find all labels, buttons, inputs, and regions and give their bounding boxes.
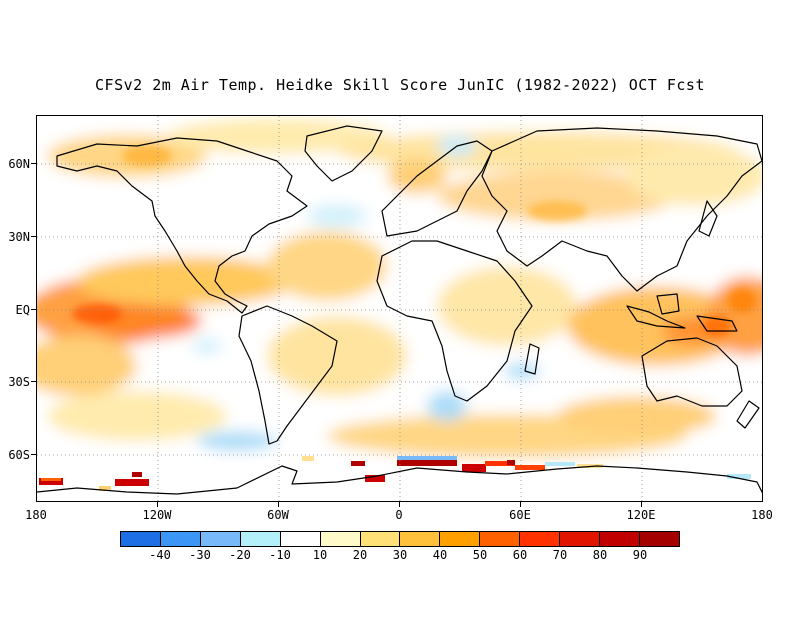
skill-field <box>37 116 762 501</box>
lat-tick <box>31 236 36 237</box>
south-america-coast <box>238 305 338 445</box>
coastlines <box>37 125 762 495</box>
colorbar-swatch <box>440 532 481 546</box>
colorbar-label: 50 <box>472 548 488 562</box>
colorbar-swatch <box>639 532 679 546</box>
colorbar-label: 70 <box>552 548 568 562</box>
lon-tick <box>157 502 158 507</box>
colorbar-swatch <box>480 532 521 546</box>
colorbar-label: -20 <box>229 548 251 562</box>
new-guinea-coast <box>696 315 738 332</box>
colorbar-label: 30 <box>392 548 408 562</box>
colorbar-label: -10 <box>269 548 291 562</box>
lon-label-60e: 60E <box>509 508 531 522</box>
lon-label-0: 0 <box>395 508 403 522</box>
colorbar-swatch <box>200 532 241 546</box>
lon-label-120w: 120W <box>142 508 172 522</box>
map-canvas <box>37 116 762 501</box>
lon-label-180w: 180 <box>25 508 47 522</box>
antarctica-coast <box>37 465 762 495</box>
colorbar-swatch <box>160 532 201 546</box>
colorbar-swatch <box>600 532 640 546</box>
skill-score-map <box>36 115 763 502</box>
colorbar-swatch <box>121 532 161 546</box>
lat-label-60s: 60S <box>8 448 30 462</box>
colorbar-label: -40 <box>149 548 171 562</box>
australia-coast <box>641 337 743 407</box>
africa-coast <box>376 240 533 402</box>
chart-title: CFSv2 2m Air Temp. Heidke Skill Score Ju… <box>95 76 705 94</box>
lon-tick <box>399 502 400 507</box>
new-zealand-coast <box>736 400 760 429</box>
lat-tick <box>31 309 36 310</box>
lat-label-30n: 30N <box>8 230 30 244</box>
lat-label-eq: EQ <box>15 303 30 317</box>
japan-coast <box>698 200 718 237</box>
europe-coast <box>381 140 493 237</box>
lat-tick <box>31 163 36 164</box>
indonesia-coast <box>626 305 686 329</box>
madagascar-coast <box>524 343 540 375</box>
colorbar-label: 60 <box>512 548 528 562</box>
antarctic-cells <box>39 456 751 491</box>
lat-tick <box>31 454 36 455</box>
colorbar-label: 10 <box>312 548 328 562</box>
north-america-coast <box>56 137 308 314</box>
lat-tick <box>31 381 36 382</box>
borneo-coast <box>656 293 680 315</box>
colorbar <box>120 531 680 547</box>
greenland-coast <box>304 125 383 182</box>
colorbar-label: -30 <box>189 548 211 562</box>
lon-tick <box>278 502 279 507</box>
grid-lines <box>37 116 762 501</box>
colorbar-swatch <box>400 532 441 546</box>
lon-tick <box>641 502 642 507</box>
colorbar-label: 90 <box>632 548 648 562</box>
colorbar-swatch <box>320 532 361 546</box>
colorbar-swatch <box>520 532 561 546</box>
lon-label-60w: 60W <box>267 508 289 522</box>
colorbar-swatch <box>240 532 281 546</box>
lon-tick <box>520 502 521 507</box>
colorbar-label: 40 <box>432 548 448 562</box>
colorbar-swatch <box>280 532 321 546</box>
lon-label-180e: 180 <box>751 508 773 522</box>
asia-coast <box>481 127 762 292</box>
colorbar-label: 20 <box>352 548 368 562</box>
lon-label-120e: 120E <box>626 508 656 522</box>
lat-label-30s: 30S <box>8 375 30 389</box>
colorbar-swatch <box>360 532 401 546</box>
lat-label-60n: 60N <box>8 157 30 171</box>
colorbar-swatch <box>560 532 601 546</box>
colorbar-label: 80 <box>592 548 608 562</box>
